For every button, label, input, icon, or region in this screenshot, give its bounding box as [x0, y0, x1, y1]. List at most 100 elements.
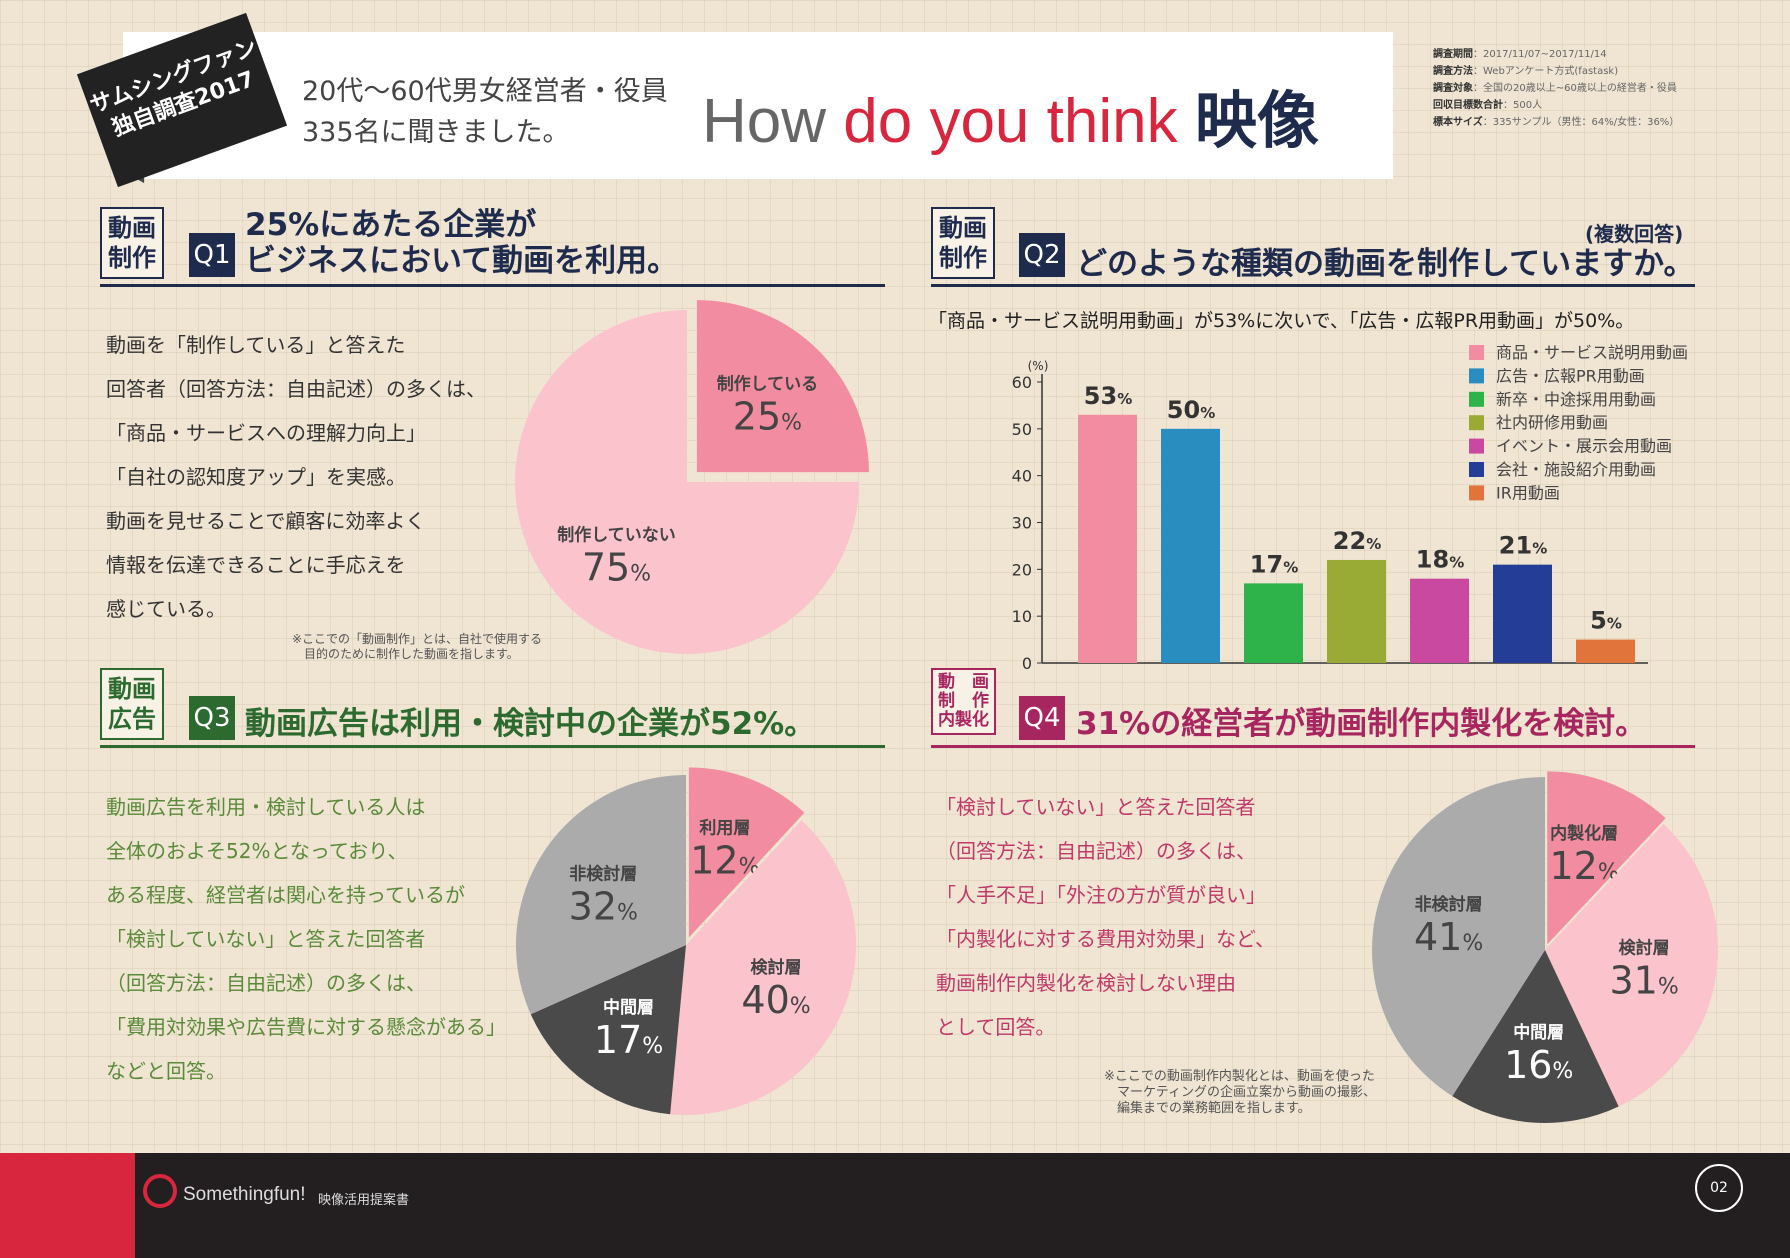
q1-body: 動画を「制作している」と答えた回答者（回答方法：自由記述）の多くは、 「商品・サー…	[106, 323, 486, 631]
survey-key: 回収目標数合計	[1433, 100, 1503, 111]
q2-subtitle: 「商品・サービス説明用動画」が53%に次いで、「広告・広報PR用動画」が50%。	[928, 310, 1635, 332]
title-part: 映像	[1194, 84, 1319, 157]
survey-key: 標本サイズ	[1433, 117, 1483, 128]
survey-value: 500人	[1513, 100, 1543, 111]
pie-value: 12%	[1550, 844, 1619, 888]
pie-value: 40%	[741, 978, 810, 1022]
y-tick-label: 10	[1012, 607, 1032, 626]
bar	[1493, 564, 1552, 663]
body-line: 「検討していない」と答えた回答者	[936, 795, 1256, 819]
y-tick-label: 40	[1012, 467, 1032, 486]
q2-bar-chart: (%) 0 10 20 30 40 50 60 53% 商品・サービス説明用動画 50% 広告・広報P…	[1012, 343, 1688, 673]
q2-divider	[931, 284, 1695, 287]
q2-title: どのような種類の動画を制作していますか。	[1076, 246, 1695, 282]
body-line: などと回答。	[106, 1059, 226, 1083]
body-line: 情報を伝達できることに手応えを	[106, 553, 406, 577]
pie-label: 非検討層	[1415, 894, 1483, 915]
body-line: 動画を「制作している」と答えた	[106, 333, 406, 357]
pie-label: 中間層	[1513, 1022, 1564, 1043]
survey-key: 調査方法	[1433, 66, 1473, 77]
pie-label: 検討層	[751, 957, 802, 978]
legend-label: 商品・サービス説明用動画	[1496, 343, 1688, 362]
pie-label: 制作していない	[557, 525, 676, 546]
body-line: 「人手不足」「外注の方が質が良い」	[936, 883, 1266, 907]
body-line: 感じている。	[106, 597, 226, 621]
body-line: 回答者（回答方法：自由記述）の多くは、	[106, 377, 486, 401]
body-line: ある程度、経営者は関心を持っているが	[106, 883, 465, 907]
pie-label: 制作している	[717, 374, 819, 395]
title-part: think	[1029, 87, 1178, 156]
bar-value-label: 50%	[1167, 396, 1215, 424]
y-tick-label: 30	[1012, 514, 1032, 533]
pie-slice	[516, 775, 686, 1015]
bar	[1161, 428, 1220, 663]
footer-accent	[0, 1153, 135, 1258]
legend-swatch	[1469, 345, 1484, 360]
footer-bar	[0, 1153, 1790, 1258]
y-tick-label: 50	[1012, 420, 1032, 439]
legend-swatch	[1469, 438, 1484, 454]
pie-slice	[1371, 777, 1545, 1097]
legend-swatch	[1469, 462, 1484, 477]
body-line: 「自社の認知度アップ」を実感。	[106, 465, 406, 489]
survey-key: 調査期間	[1433, 49, 1473, 60]
pie-label: 中間層	[603, 997, 654, 1018]
pie-value: 25%	[733, 395, 802, 439]
legend-swatch	[1469, 391, 1484, 407]
pie-slice	[530, 945, 686, 1115]
q3-divider	[100, 745, 885, 748]
brand-name: Somethingfun!	[183, 1184, 306, 1205]
pie-value: 32%	[569, 884, 638, 928]
bar-value-label: 18%	[1416, 546, 1464, 574]
pie-slice	[1547, 771, 1666, 945]
survey-row: 調査方法：Webアンケート方式(fastask)	[1433, 66, 1619, 77]
bar-value-label: 17%	[1250, 550, 1298, 578]
body-line: 動画広告を利用・検討している人は	[106, 795, 426, 819]
q3-title: 動画広告は利用・検討中の企業が52%。	[245, 706, 816, 742]
survey-value: 全国の20歳以上~60歳以上の経営者・役員	[1483, 83, 1677, 94]
bar-value-label: 53%	[1084, 382, 1132, 410]
y-tick-label: 20	[1012, 560, 1032, 579]
body-line: 「費用対効果や広告費に対する懸念がある」	[106, 1015, 506, 1039]
survey-key: 調査対象	[1433, 83, 1473, 94]
charts-layer: 制作している25%制作していない75%利用層12%検討層40%中間層17%非検討…	[515, 300, 1718, 1123]
brand-logo-icon	[143, 1174, 177, 1208]
document-name: 映像活用提案書	[318, 1193, 410, 1208]
legend-label: 会社・施設紹介用動画	[1496, 460, 1656, 479]
survey-row: 調査期間：2017/11/07~2017/11/14	[1433, 49, 1607, 60]
survey-row: 調査対象：全国の20歳以上~60歳以上の経営者・役員	[1433, 83, 1677, 94]
lead-line: 20代～60代男女経営者・役員	[302, 76, 668, 107]
q4-note: ※ここでの動画制作内製化とは、動画を使った マーケティングの企画立案から動画の撮…	[1104, 1069, 1376, 1116]
lead-line: 335名に聞きました。	[302, 116, 570, 148]
q3-body: 動画広告を利用・検討している人は 全体のおよそ52%となっており、 ある程度、経営者…	[106, 785, 506, 1093]
pie-label: 利用層	[699, 818, 750, 839]
body-line: として回答。	[936, 1015, 1056, 1039]
body-line: 「検討していない」と答えた回答者	[106, 927, 426, 951]
legend-swatch	[1469, 368, 1484, 384]
pie-value: 41%	[1414, 915, 1483, 959]
pie-slice	[1545, 823, 1718, 1107]
body-line: 「商品・サービスへの理解力向上」	[106, 421, 426, 445]
survey-value: 335サンプル（男性：64%/女性：36%）	[1492, 117, 1680, 128]
pie-label: 内製化層	[1550, 823, 1618, 844]
bar	[1078, 414, 1137, 663]
pie-slice	[515, 310, 859, 654]
legend-label: イベント・展示会用動画	[1496, 437, 1672, 456]
y-tick-label: 60	[1012, 373, 1032, 392]
pie-label: 検討層	[1619, 938, 1670, 959]
body-line: （回答方法：自由記述）の多くは、	[936, 839, 1256, 863]
q3-number: Q3	[189, 696, 235, 740]
q4-tag: 動 画制 作内製化	[931, 668, 996, 735]
survey-value: 2017/11/07~2017/11/14	[1483, 49, 1607, 60]
y-axis-unit: (%)	[1028, 359, 1049, 373]
survey-value: Webアンケート方式(fastask)	[1483, 66, 1619, 77]
bar	[1410, 578, 1469, 663]
title-part: do you	[843, 87, 1030, 156]
q1-divider	[100, 284, 885, 287]
legend-label: 広告・広報PR用動画	[1496, 366, 1645, 385]
header-lead: 20代～60代男女経営者・役員 335名に聞きました。	[302, 72, 668, 153]
legend-label: 新卒・中途採用用動画	[1496, 390, 1656, 409]
q2-number: Q2	[1019, 233, 1065, 277]
